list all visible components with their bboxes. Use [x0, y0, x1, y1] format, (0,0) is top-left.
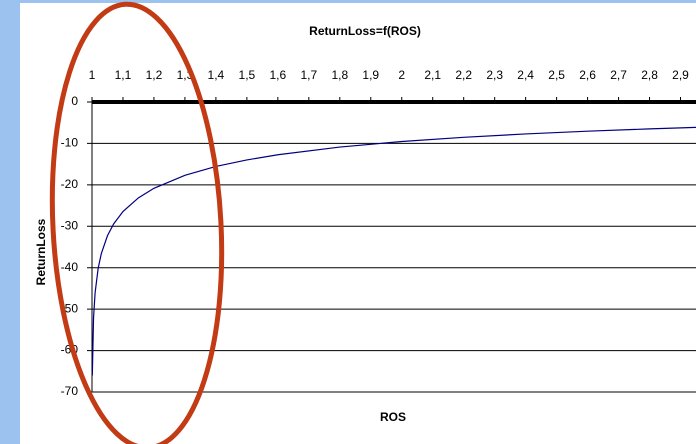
chart-area: [20, 3, 696, 444]
y-tick-label: -70: [61, 384, 79, 398]
x-tick-label: 1: [89, 68, 96, 82]
x-tick-label: 2,7: [610, 68, 627, 82]
line-series: [91, 126, 696, 376]
x-tick-label: 1,5: [239, 68, 256, 82]
x-tick-label: 2,4: [517, 68, 534, 82]
x-axis-label: ROS: [380, 410, 406, 424]
x-tick-label: 2,5: [548, 68, 565, 82]
x-tick-label: 1,2: [146, 68, 163, 82]
highlight-ellipse: [49, 1, 225, 444]
y-tick-label: -30: [61, 218, 79, 232]
x-tick-label: 1,9: [362, 68, 379, 82]
x-tick-label: 2,3: [486, 68, 503, 82]
chart-title: ReturnLoss=f(ROS): [309, 24, 421, 38]
x-tick-label: 2,6: [579, 68, 596, 82]
x-tick-label: 1,1: [115, 68, 132, 82]
y-axis-label: ReturnLoss: [34, 218, 48, 285]
x-tick-label: 2: [398, 68, 405, 82]
x-tick-label: 1,8: [331, 68, 348, 82]
x-tick-label: 2,1: [424, 68, 441, 82]
x-tick-label: 2,8: [641, 68, 658, 82]
y-tick-label: 0: [71, 94, 78, 108]
x-tick-label: 2,2: [455, 68, 472, 82]
y-tick-label: -20: [61, 177, 79, 191]
y-tick-label: -10: [61, 136, 79, 150]
x-tick-label: 2,9: [672, 68, 689, 82]
y-tick-label: -40: [61, 260, 79, 274]
x-tick-label: 1,6: [270, 68, 287, 82]
x-tick-label: 1,7: [300, 68, 317, 82]
x-tick-label: 1,4: [208, 68, 225, 82]
